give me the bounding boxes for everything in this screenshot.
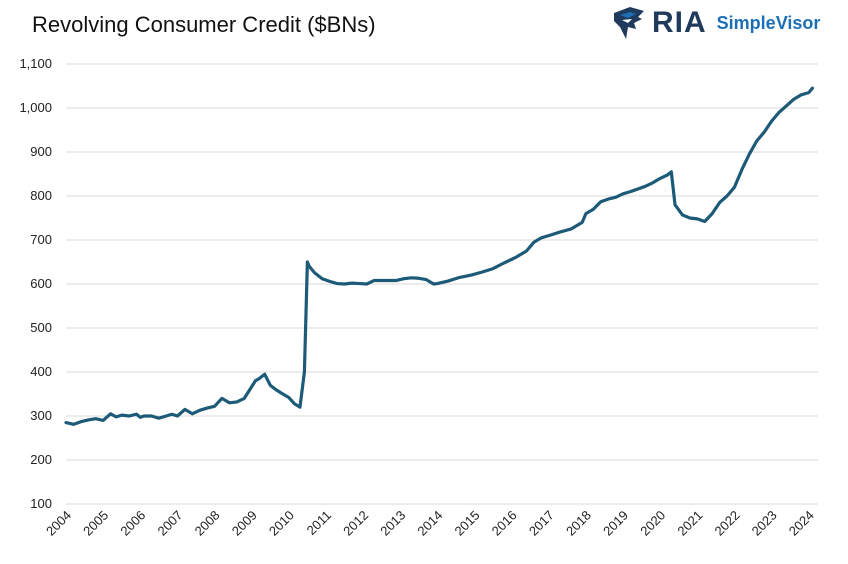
x-tick-label: 2014 — [414, 508, 445, 539]
x-axis-ticks: 2004 2005 2006 2007 2008 2009 2010 2011 2012 2013… — [43, 508, 817, 539]
x-tick-label: 2009 — [229, 508, 260, 539]
x-tick-label: 2011 — [304, 508, 334, 538]
x-tick-label: 2006 — [117, 508, 148, 539]
x-tick-label: 2015 — [452, 508, 483, 539]
x-tick-label: 2016 — [489, 508, 520, 539]
logo-simplevisor-text: SimpleVisor — [716, 12, 821, 33]
brand-logo: RIA SimpleVisor — [612, 2, 842, 44]
y-tick-label: 400 — [30, 364, 52, 379]
y-tick-label: 100 — [30, 496, 52, 511]
x-tick-label: 2004 — [43, 508, 74, 539]
x-tick-label: 2020 — [637, 508, 668, 539]
series-line — [64, 86, 815, 426]
chart-title: Revolving Consumer Credit ($BNs) — [32, 12, 376, 37]
y-tick-label: 300 — [30, 408, 52, 423]
y-axis-ticks: 100 200 300 400 500 600 700 800 900 1,000 1,100 — [19, 56, 52, 511]
x-tick-label: 2017 — [526, 508, 557, 539]
x-tick-label: 2012 — [340, 508, 371, 539]
series-layer — [64, 86, 815, 426]
x-tick-label: 2010 — [266, 508, 297, 539]
x-tick-label: 2013 — [377, 508, 408, 539]
y-tick-label: 700 — [30, 232, 52, 247]
y-tick-label: 1,000 — [19, 100, 52, 115]
y-tick-label: 600 — [30, 276, 52, 291]
x-tick-label: 2018 — [563, 508, 594, 539]
x-tick-label: 2021 — [674, 508, 705, 539]
x-tick-label: 2023 — [749, 508, 780, 539]
y-tick-label: 1,100 — [19, 56, 52, 71]
x-tick-label: 2005 — [80, 508, 111, 539]
y-tick-label: 900 — [30, 144, 52, 159]
x-tick-label: 2007 — [154, 508, 185, 539]
x-tick-label: 2024 — [786, 508, 817, 539]
x-tick-label: 2022 — [712, 508, 743, 539]
y-tick-label: 200 — [30, 452, 52, 467]
logo-ria-text: RIA — [652, 6, 707, 39]
x-tick-label: 2008 — [192, 508, 223, 539]
eagle-head-icon — [614, 7, 644, 39]
x-tick-label: 2019 — [600, 508, 631, 539]
gridlines — [66, 63, 818, 505]
y-tick-label: 800 — [30, 188, 52, 203]
y-tick-label: 500 — [30, 320, 52, 335]
